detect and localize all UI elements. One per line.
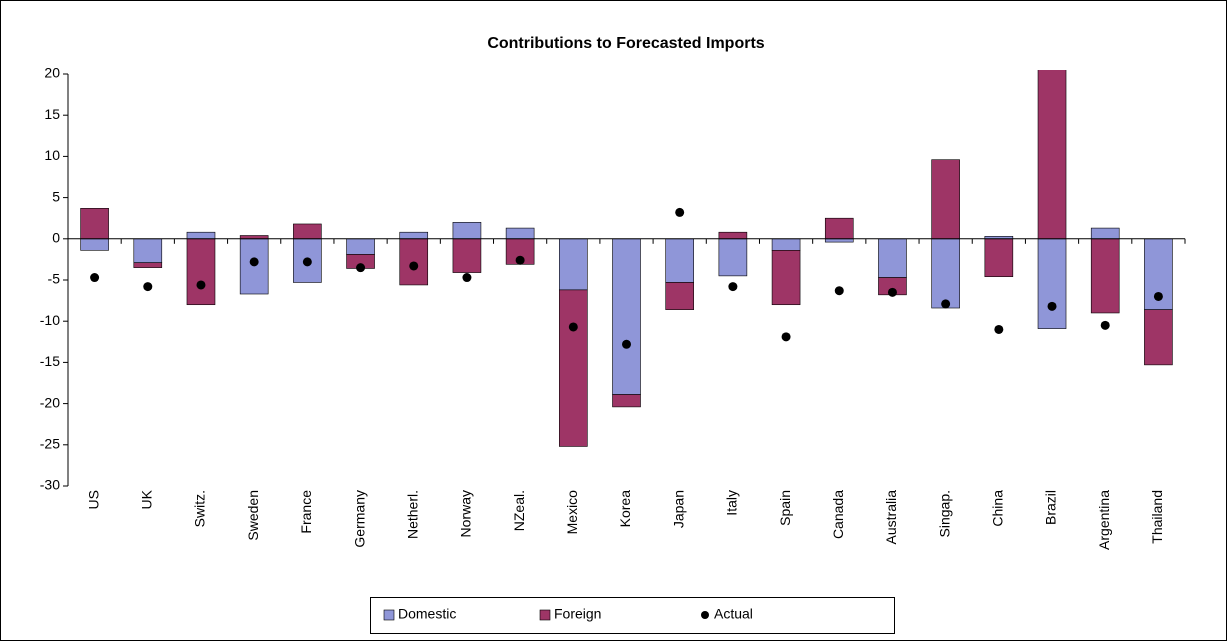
y-tick-label: -20 xyxy=(40,394,60,410)
bar xyxy=(1090,238,1120,314)
y-tick-label: -15 xyxy=(40,353,60,369)
actual-point xyxy=(887,287,897,297)
actual-point xyxy=(196,280,206,290)
actual-point xyxy=(90,273,100,283)
bar xyxy=(559,289,588,447)
legend-label: Domestic xyxy=(398,606,456,622)
legend-swatch xyxy=(383,609,395,621)
bar xyxy=(1037,70,1067,240)
actual-point xyxy=(941,299,951,309)
x-tick-label: Japan xyxy=(670,490,686,528)
x-tick-label: Korea xyxy=(617,490,633,528)
actual-point xyxy=(728,282,738,292)
x-tick-label: Italy xyxy=(724,490,740,516)
x-tick-label: Singap. xyxy=(936,490,952,537)
x-tick-label: France xyxy=(298,490,314,534)
bar xyxy=(665,282,694,310)
bar xyxy=(186,238,216,306)
x-tick-label: Germany xyxy=(351,490,367,548)
actual-point xyxy=(409,261,419,271)
y-tick-label: 5 xyxy=(52,188,60,204)
bar xyxy=(1144,309,1173,366)
bar xyxy=(452,238,482,273)
bar xyxy=(293,223,322,240)
actual-point xyxy=(515,255,525,265)
bar xyxy=(1090,227,1120,240)
actual-point xyxy=(143,282,153,292)
x-tick-label: Mexico xyxy=(564,490,580,535)
bar xyxy=(931,159,960,240)
bar xyxy=(824,217,854,240)
bar xyxy=(984,238,1014,278)
y-tick-label: 10 xyxy=(44,147,60,163)
legend-marker xyxy=(701,611,709,619)
actual-point xyxy=(302,257,312,267)
bar xyxy=(452,222,482,240)
bar xyxy=(771,238,801,251)
y-tick-label: -10 xyxy=(40,312,60,328)
bar xyxy=(80,238,109,251)
actual-point xyxy=(462,273,472,283)
x-tick-label: Canada xyxy=(830,490,846,539)
actual-point xyxy=(834,286,844,296)
plot-area xyxy=(80,70,1173,447)
bar xyxy=(931,238,960,309)
bar xyxy=(505,227,535,240)
actual-point xyxy=(675,207,685,217)
actual-point xyxy=(1100,320,1110,330)
bar xyxy=(133,262,163,268)
bar xyxy=(718,238,748,277)
bar xyxy=(718,231,748,240)
legend xyxy=(370,597,895,634)
x-tick-label: Spain xyxy=(777,490,793,526)
x-tick-label: Norway xyxy=(458,490,474,537)
y-tick-label: -30 xyxy=(40,477,60,493)
x-tick-label: Netherl. xyxy=(404,490,420,539)
x-tick-label: US xyxy=(85,490,101,509)
bar xyxy=(771,250,801,306)
bar xyxy=(399,231,429,240)
actual-point xyxy=(568,322,578,332)
bar xyxy=(346,238,375,255)
actual-point xyxy=(1153,291,1163,301)
bar xyxy=(1037,238,1067,329)
x-tick-label: China xyxy=(990,490,1006,527)
y-tick-label: 15 xyxy=(44,106,60,122)
legend-swatch xyxy=(539,609,551,621)
actual-point xyxy=(249,257,259,267)
x-tick-label: NZeal. xyxy=(511,490,527,531)
y-tick-label: -5 xyxy=(48,271,61,287)
bar xyxy=(133,238,163,263)
y-tick-label: 20 xyxy=(44,65,60,81)
y-tick-label: -25 xyxy=(40,436,60,452)
actual-point xyxy=(781,332,791,342)
actual-point xyxy=(994,324,1004,334)
bar xyxy=(186,231,216,240)
bar xyxy=(559,238,588,291)
legend-label: Actual xyxy=(714,606,753,622)
x-tick-label: Brazil xyxy=(1043,490,1059,525)
y-tick-label: 0 xyxy=(52,230,60,246)
legend-label: Foreign xyxy=(554,606,601,622)
chart-title: Contributions to Forecasted Imports xyxy=(487,35,764,52)
x-tick-label: Thailand xyxy=(1149,490,1165,544)
bar xyxy=(239,238,269,295)
x-tick-label: Argentina xyxy=(1096,490,1112,550)
bar xyxy=(878,238,907,278)
bar xyxy=(612,238,641,395)
bar xyxy=(80,208,109,240)
x-tick-label: Sweden xyxy=(245,490,261,541)
x-tick-label: Australia xyxy=(883,490,899,545)
actual-point xyxy=(356,263,366,273)
bar xyxy=(665,238,694,283)
x-tick-label: Switz. xyxy=(192,490,208,527)
x-tick-label: UK xyxy=(138,489,154,509)
actual-point xyxy=(1047,301,1057,311)
bar xyxy=(612,394,641,408)
actual-point xyxy=(622,339,631,349)
